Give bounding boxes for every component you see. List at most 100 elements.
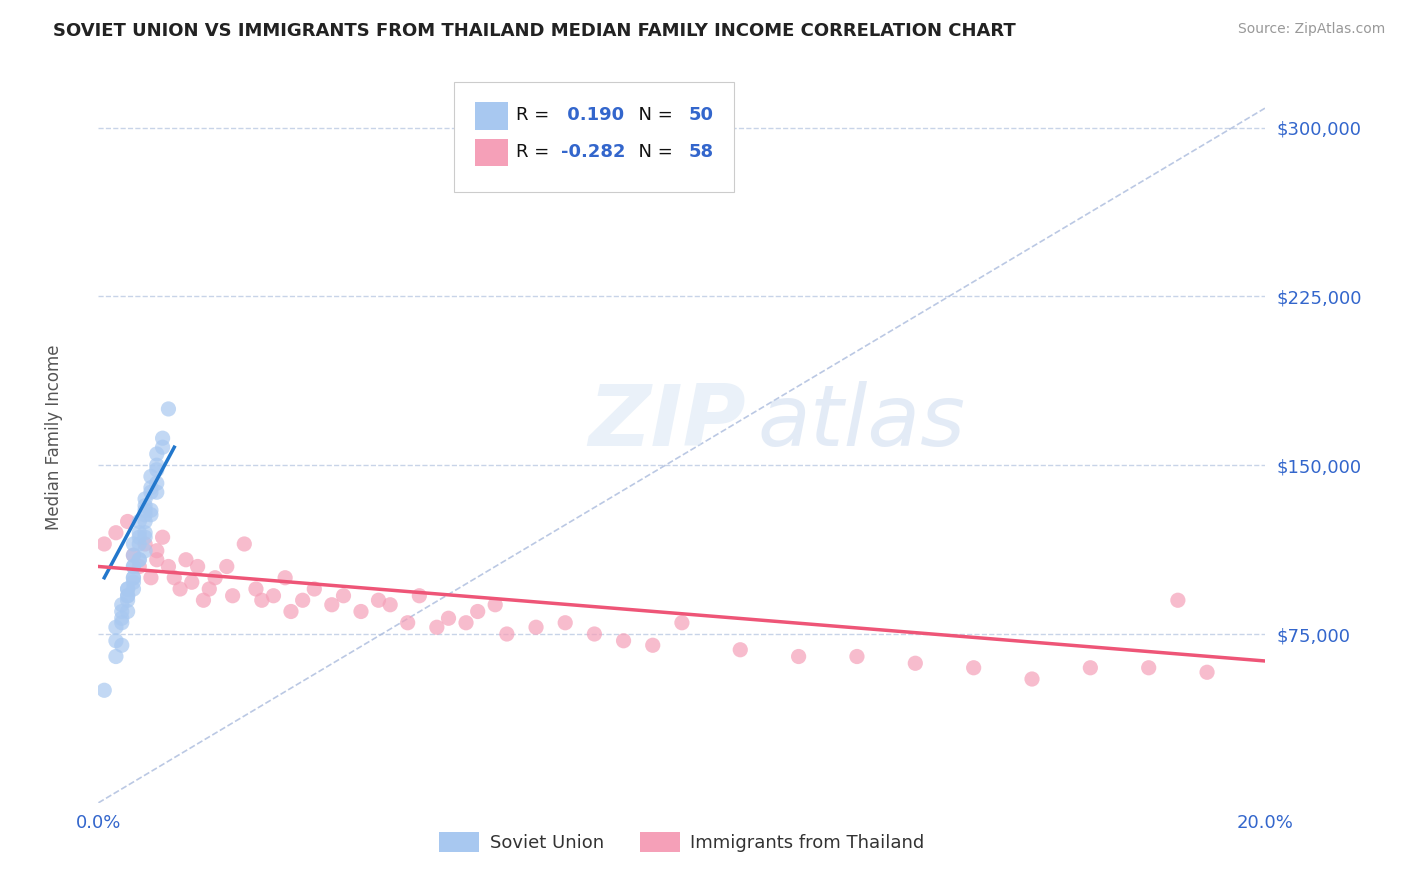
Point: [174, 553, 197, 567]
Text: ZIP: ZIP: [589, 381, 747, 464]
Point: [467, 605, 489, 619]
Point: [163, 571, 186, 585]
Point: [274, 571, 297, 585]
Text: 0.190: 0.190: [561, 106, 624, 124]
Point: [134, 530, 156, 544]
Point: [157, 559, 180, 574]
Point: [146, 463, 169, 477]
Text: R =: R =: [516, 143, 555, 161]
Point: [139, 469, 162, 483]
Point: [380, 598, 402, 612]
Point: [215, 559, 238, 574]
Point: [426, 620, 449, 634]
Point: [367, 593, 389, 607]
Point: [139, 481, 162, 495]
Point: [104, 525, 127, 540]
Text: N =: N =: [627, 143, 679, 161]
Point: [846, 649, 869, 664]
Point: [122, 571, 145, 585]
Point: [122, 537, 145, 551]
Point: [350, 605, 373, 619]
Point: [134, 491, 156, 506]
Point: [104, 620, 127, 634]
Point: [641, 638, 664, 652]
Point: [134, 537, 156, 551]
Point: [128, 537, 150, 551]
Point: [152, 530, 174, 544]
Point: [139, 508, 162, 522]
Point: [111, 615, 134, 630]
Point: [524, 620, 547, 634]
Point: [117, 582, 139, 596]
Point: [146, 458, 169, 473]
Point: [122, 559, 145, 574]
Point: [122, 571, 145, 585]
Point: [139, 503, 162, 517]
Point: [496, 627, 519, 641]
Point: [128, 553, 150, 567]
Point: [583, 627, 606, 641]
Point: [146, 447, 169, 461]
Point: [117, 593, 139, 607]
Point: [612, 633, 634, 648]
Point: [146, 553, 169, 567]
Point: [245, 582, 267, 596]
Point: [146, 476, 169, 491]
Point: [122, 548, 145, 562]
Point: [1080, 661, 1102, 675]
Point: [122, 548, 145, 562]
Point: [134, 508, 156, 522]
Point: [104, 633, 127, 648]
Point: [139, 571, 162, 585]
Bar: [475, 138, 508, 167]
Point: [117, 605, 139, 619]
Point: [134, 525, 156, 540]
Point: [198, 582, 221, 596]
Point: [262, 589, 284, 603]
Point: [122, 582, 145, 596]
Text: R =: R =: [516, 106, 555, 124]
Text: 58: 58: [689, 143, 714, 161]
Text: 50: 50: [689, 106, 714, 124]
Point: [1021, 672, 1043, 686]
Point: [152, 440, 174, 454]
Text: SOVIET UNION VS IMMIGRANTS FROM THAILAND MEDIAN FAMILY INCOME CORRELATION CHART: SOVIET UNION VS IMMIGRANTS FROM THAILAND…: [53, 22, 1017, 40]
Point: [128, 530, 150, 544]
Point: [187, 559, 209, 574]
Point: [304, 582, 326, 596]
Point: [117, 589, 139, 603]
Point: [332, 589, 354, 603]
Point: [169, 582, 191, 596]
Point: [396, 615, 419, 630]
Point: [134, 515, 156, 529]
FancyBboxPatch shape: [454, 82, 734, 192]
Legend: Soviet Union, Immigrants from Thailand: Soviet Union, Immigrants from Thailand: [432, 824, 932, 860]
Point: [484, 598, 506, 612]
Point: [111, 598, 134, 612]
Point: [1195, 665, 1218, 680]
Text: atlas: atlas: [758, 381, 966, 464]
Point: [111, 638, 134, 652]
Point: [117, 515, 139, 529]
Point: [146, 543, 169, 558]
Point: [134, 499, 156, 513]
Point: [152, 431, 174, 445]
Point: [117, 582, 139, 596]
Point: [962, 661, 984, 675]
Point: [117, 589, 139, 603]
Point: [787, 649, 810, 664]
Point: [128, 559, 150, 574]
Text: N =: N =: [627, 106, 679, 124]
Point: [904, 657, 927, 671]
Point: [321, 598, 343, 612]
Point: [554, 615, 576, 630]
Bar: [475, 102, 508, 130]
Point: [204, 571, 226, 585]
Point: [280, 605, 302, 619]
Text: Source: ZipAtlas.com: Source: ZipAtlas.com: [1237, 22, 1385, 37]
Point: [437, 611, 460, 625]
Point: [122, 559, 145, 574]
Point: [128, 515, 150, 529]
Text: -0.282: -0.282: [561, 143, 626, 161]
Text: Median Family Income: Median Family Income: [45, 344, 63, 530]
